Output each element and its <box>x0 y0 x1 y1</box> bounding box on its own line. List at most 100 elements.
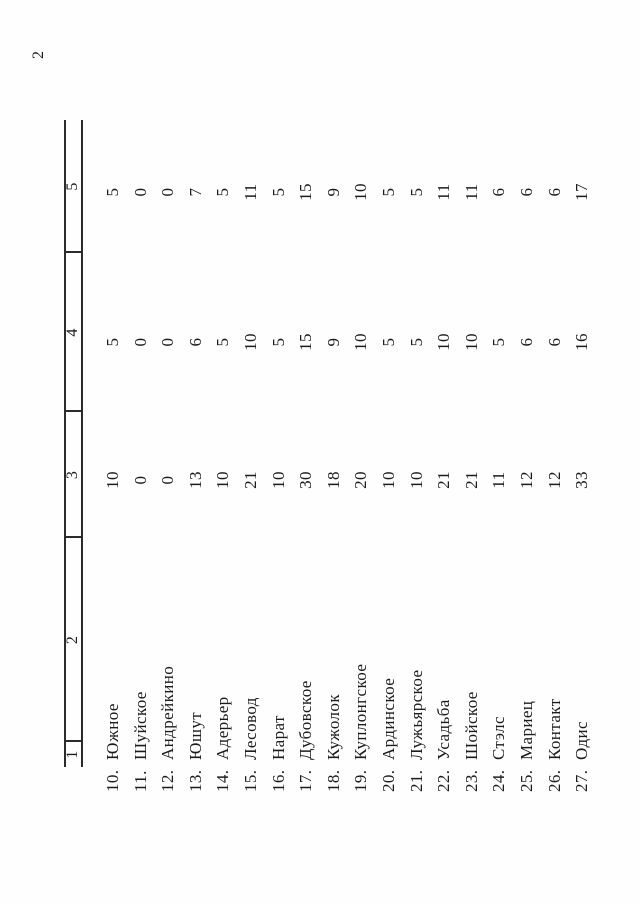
row-name: Кужолок <box>323 694 343 760</box>
row-value-col4: 10 <box>461 333 481 351</box>
row-value-col4: 6 <box>544 337 564 347</box>
row-name: Усадьба <box>434 699 454 760</box>
row-value-col4: 0 <box>158 337 178 347</box>
row-number: 18. <box>323 769 343 792</box>
row-name: Контакт <box>544 698 564 760</box>
row-value-col4: 5 <box>489 337 509 347</box>
row-value-col4: 10 <box>241 333 260 351</box>
table-row: 14. Адерьер 10 5 5 <box>213 0 233 904</box>
table-row: 24. Стэлс 11 5 6 <box>489 0 509 904</box>
row-name: Дубовское <box>296 680 316 760</box>
row-name: Лужьярское <box>406 669 426 760</box>
table-row: 26. Контакт 12 6 6 <box>545 0 565 904</box>
row-number: 13. <box>185 769 205 792</box>
row-value-col5: 6 <box>517 187 536 197</box>
row-value-col3: 30 <box>296 471 316 489</box>
row-value-col3: 10 <box>268 471 288 489</box>
row-value-col4: 16 <box>572 333 592 351</box>
row-name: Адерьер <box>213 696 233 760</box>
row-name: Андрейкино <box>158 665 178 760</box>
table-row: 11. Шуйское 0 0 0 <box>131 0 151 904</box>
row-value-col3: 0 <box>130 475 150 485</box>
row-number: 19. <box>351 769 371 792</box>
row-name: Шойское <box>461 691 481 760</box>
row-value-col4: 6 <box>185 337 205 347</box>
table-row: 10. Южное 10 5 5 <box>103 0 123 904</box>
row-value-col4: 6 <box>517 337 536 347</box>
table-row: 15. Лесовод 21 10 11 <box>241 0 261 904</box>
row-value-col3: 13 <box>185 471 205 489</box>
table-row: 13. Юшут 13 6 7 <box>186 0 206 904</box>
row-value-col4: 5 <box>213 337 233 347</box>
row-value-col5: 17 <box>572 183 592 201</box>
row-value-col4: 5 <box>103 337 122 347</box>
row-value-col5: 10 <box>351 183 371 201</box>
row-name: Ардинское <box>379 677 398 760</box>
row-value-col3: 12 <box>517 471 536 489</box>
row-name: Мариец <box>517 700 536 760</box>
row-name: Шуйское <box>130 691 150 760</box>
row-value-col5: 0 <box>130 187 150 197</box>
column-header-2: 2 <box>64 635 81 645</box>
column-header-5: 5 <box>64 182 81 191</box>
row-value-col3: 18 <box>323 471 343 489</box>
row-number: 23. <box>461 769 481 792</box>
row-name: Южное <box>103 703 122 760</box>
row-value-col3: 12 <box>544 471 564 489</box>
row-number: 16. <box>268 769 288 792</box>
table-row: 16. Нарат 10 5 5 <box>269 0 289 904</box>
row-value-col5: 0 <box>158 187 178 197</box>
row-value-col5: 11 <box>434 183 454 201</box>
row-number: 22. <box>434 769 454 792</box>
row-value-col5: 5 <box>379 187 398 197</box>
row-value-col3: 0 <box>158 475 178 485</box>
row-value-col4: 5 <box>406 337 426 347</box>
row-number: 14. <box>213 769 233 792</box>
row-value-col5: 9 <box>323 187 343 197</box>
row-value-col5: 6 <box>544 187 564 197</box>
table-row: 23. Шойское 21 10 11 <box>462 0 482 904</box>
row-number: 26. <box>544 769 564 792</box>
row-number: 12. <box>158 769 178 792</box>
row-value-col3: 20 <box>351 471 371 489</box>
table-row: 12. Андрейкино 0 0 0 <box>158 0 178 904</box>
row-value-col5: 11 <box>241 183 260 201</box>
column-header-4: 4 <box>64 328 81 337</box>
row-value-col5: 7 <box>185 187 205 197</box>
column-header-3: 3 <box>64 470 81 480</box>
row-value-col3: 10 <box>213 471 233 489</box>
row-value-col5: 5 <box>406 187 426 197</box>
row-number: 27. <box>572 769 592 792</box>
row-name: Одис <box>572 721 592 760</box>
row-value-col3: 11 <box>489 471 509 489</box>
row-name: Юшут <box>185 711 205 760</box>
row-number: 25. <box>517 769 536 792</box>
row-name: Стэлс <box>489 716 509 760</box>
table-row: 20. Ардинское 10 5 5 <box>379 0 399 904</box>
row-value-col3: 10 <box>103 471 122 489</box>
row-value-col4: 9 <box>323 337 343 347</box>
row-value-col3: 21 <box>434 471 454 489</box>
page-number: 2 <box>30 50 47 59</box>
row-value-col3: 21 <box>461 471 481 489</box>
row-name: Куплонгское <box>351 663 371 760</box>
row-value-col3: 10 <box>406 471 426 489</box>
table-row: 17. Дубовское 30 15 15 <box>296 0 316 904</box>
row-value-col3: 21 <box>241 471 260 489</box>
table-row: 19. Куплонгское 20 10 10 <box>351 0 371 904</box>
row-value-col5: 5 <box>103 187 122 197</box>
row-number: 20. <box>379 769 398 792</box>
row-value-col4: 10 <box>434 333 454 351</box>
row-value-col5: 15 <box>296 183 316 201</box>
row-name: Лесовод <box>241 697 260 760</box>
row-value-col3: 33 <box>572 471 592 489</box>
row-value-col4: 15 <box>296 333 316 351</box>
row-number: 11. <box>130 770 150 792</box>
column-header-1: 1 <box>64 750 81 759</box>
row-value-col3: 10 <box>379 471 398 489</box>
row-number: 10. <box>103 769 122 792</box>
table-row: 21. Лужьярское 10 5 5 <box>407 0 427 904</box>
row-value-col4: 0 <box>130 337 150 347</box>
